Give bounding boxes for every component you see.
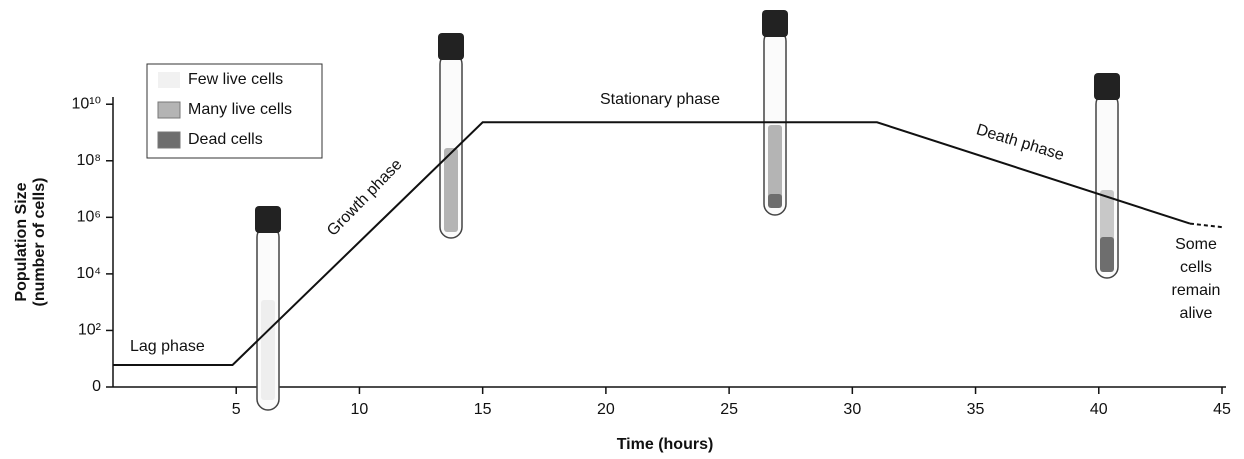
phase-label: Growth phase [324, 156, 406, 240]
tube-content [1100, 237, 1114, 272]
x-axis-label: Time (hours) [617, 436, 714, 453]
y-tick-label: 10¹⁰ [71, 95, 101, 112]
y-axis-label: Population Size (number of cells) [13, 178, 48, 307]
test-tube [762, 10, 788, 216]
tube-content [768, 194, 782, 208]
test-tube [1094, 73, 1120, 279]
y-axis-label-line: (number of cells) [31, 178, 48, 307]
y-tick-label: 10⁴ [76, 265, 101, 282]
x-tick-label: 5 [232, 401, 241, 418]
x-tick-label: 45 [1213, 401, 1231, 418]
y-tick-label: 0 [92, 378, 101, 395]
phase-label: Lag phase [130, 338, 205, 355]
growth-curve [113, 121, 1191, 366]
x-tick-label: 40 [1090, 401, 1108, 418]
y-tick-label: 10⁶ [77, 209, 101, 226]
y-axis-label-line: Population Size [13, 182, 30, 301]
note-label: remain [1172, 282, 1221, 299]
tube-cap [762, 10, 788, 37]
x-tick-label: 25 [720, 401, 738, 418]
test-tube [438, 33, 464, 239]
tube-content [444, 148, 458, 232]
tube-cap [438, 33, 464, 60]
x-tick-label: 15 [474, 401, 492, 418]
legend-label: Few live cells [188, 71, 283, 88]
tube-content [261, 300, 275, 400]
legend-swatch [157, 131, 181, 149]
phase-label: Stationary phase [600, 91, 720, 108]
test-tube [255, 206, 281, 411]
tube-cap [255, 206, 281, 233]
y-tick-label: 10² [78, 322, 102, 339]
tube-cap [1094, 73, 1120, 100]
note-label: cells [1180, 259, 1212, 276]
x-tick-label: 20 [597, 401, 615, 418]
legend-swatch [158, 72, 180, 88]
legend-swatch [157, 101, 181, 119]
x-tick-label: 35 [967, 401, 985, 418]
note-label: Some [1175, 236, 1217, 253]
x-tick-label: 10 [351, 401, 369, 418]
x-tick-label: 30 [843, 401, 861, 418]
legend-label: Dead cells [188, 131, 263, 148]
y-tick-label: 10⁸ [76, 152, 101, 169]
growth-curve [1189, 222, 1223, 229]
legend-label: Many live cells [188, 101, 292, 118]
tube-content [768, 125, 782, 205]
note-label: alive [1180, 305, 1213, 322]
